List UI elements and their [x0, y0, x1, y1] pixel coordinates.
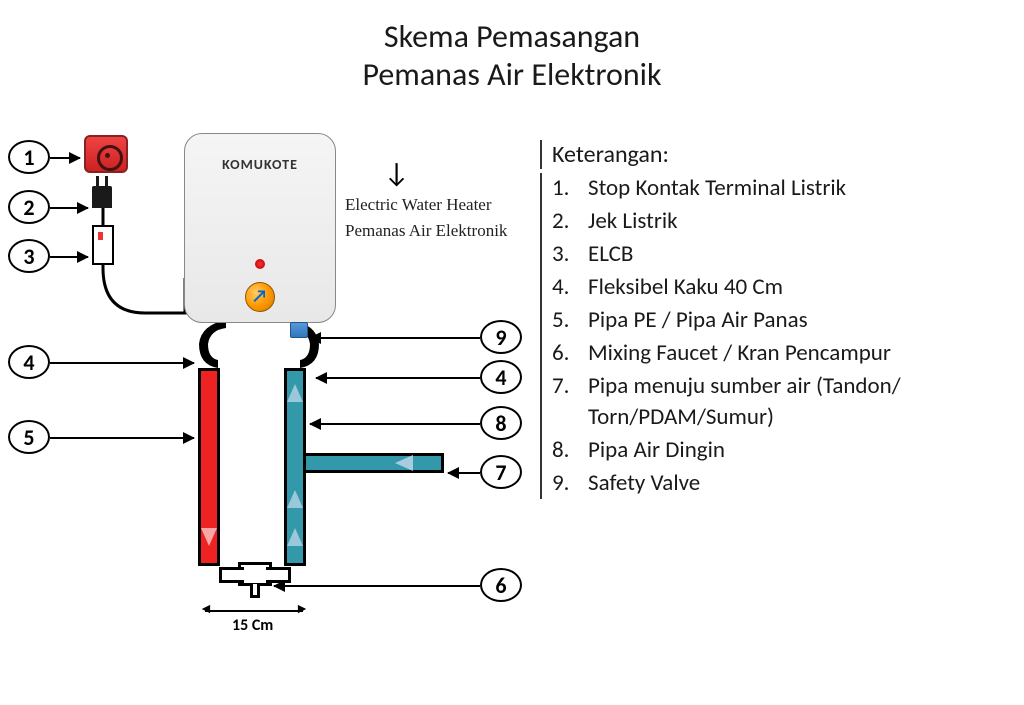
title-line-2: Pemanas Air Elektronik	[362, 55, 661, 94]
legend-item-5: 5.Pipa PE / Pipa Air Panas	[552, 305, 1010, 336]
flow-arrow-up-1-icon	[287, 384, 303, 402]
diagram-canvas: 1 2 3 4 5 9 4 8 7 6 KOMUKOTE ↓ Electric …	[0, 130, 540, 690]
legend-item-1: 1.Stop Kontak Terminal Listrik	[552, 173, 1010, 204]
mixing-faucet-icon	[238, 562, 272, 586]
callout-7: 7	[480, 455, 522, 489]
callout-4-right: 4	[480, 360, 522, 394]
elcb-icon	[92, 225, 114, 265]
product-label-id: Pemanas Air Elektronik	[345, 221, 507, 240]
legend-item-3: 3.ELCB	[552, 239, 1010, 270]
legend-list: 1.Stop Kontak Terminal Listrik 2.Jek Lis…	[540, 173, 1010, 499]
callout-3: 3	[8, 239, 50, 273]
title-line-1: Skema Pemasangan	[384, 17, 640, 56]
callout-1-arrow	[50, 157, 80, 159]
product-label-arrow-icon: ↓	[384, 155, 409, 190]
safety-valve-icon	[290, 322, 308, 338]
callout-5: 5	[8, 420, 50, 454]
dimension-label: 15 Cm	[232, 616, 273, 635]
diagram-title: Skema Pemasangan Pemanas Air Elektronik	[0, 0, 1024, 95]
callout-6-arrow	[274, 585, 480, 587]
source-pipe	[304, 453, 444, 473]
legend-item-9: 9.Safety Valve	[552, 468, 1010, 499]
power-plug-icon	[92, 186, 112, 208]
callout-4-left: 4	[8, 345, 50, 379]
callout-3-arrow	[50, 256, 88, 258]
legend-item-8: 8.Pipa Air Dingin	[552, 435, 1010, 466]
legend-item-4: 4.Fleksibel Kaku 40 Cm	[552, 272, 1010, 303]
flow-arrow-left-icon	[395, 455, 413, 471]
flexible-hot-icon	[196, 320, 241, 368]
product-label: Electric Water Heater Pemanas Air Elektr…	[345, 192, 507, 243]
flow-arrow-down-icon	[201, 528, 217, 546]
callout-4-right-arrow	[316, 377, 480, 379]
callout-2: 2	[8, 190, 50, 224]
flow-arrow-up-2-icon	[287, 490, 303, 508]
callout-6: 6	[480, 568, 522, 602]
heater-indicator-light	[255, 259, 265, 269]
legend-item-7: 7.Pipa menuju sumber air (Tandon/ Torn/P…	[552, 371, 1010, 433]
heater-brand: KOMUKOTE	[185, 156, 335, 173]
heater-unit: KOMUKOTE	[184, 133, 336, 323]
callout-4-left-arrow	[50, 362, 194, 364]
power-outlet-icon	[84, 135, 128, 173]
callout-8-arrow	[310, 423, 480, 425]
flow-arrow-up-3-icon	[287, 528, 303, 546]
callout-1: 1	[8, 140, 50, 174]
callout-5-arrow	[50, 437, 194, 439]
product-label-en: Electric Water Heater	[345, 195, 492, 214]
heater-dial-icon	[245, 282, 275, 312]
callout-9: 9	[480, 320, 522, 354]
legend-item-2: 2.Jek Listrik	[552, 206, 1010, 237]
callout-8: 8	[480, 406, 522, 440]
callout-9-arrow	[310, 337, 480, 339]
callout-2-arrow	[50, 207, 88, 209]
legend-item-6: 6.Mixing Faucet / Kran Pencampur	[552, 338, 1010, 369]
legend: Keterangan: 1.Stop Kontak Terminal Listr…	[540, 140, 1010, 700]
dimension-line	[205, 610, 303, 612]
callout-7-arrow	[448, 472, 480, 474]
legend-title: Keterangan:	[540, 140, 1010, 169]
faucet-spout-icon	[250, 584, 260, 598]
